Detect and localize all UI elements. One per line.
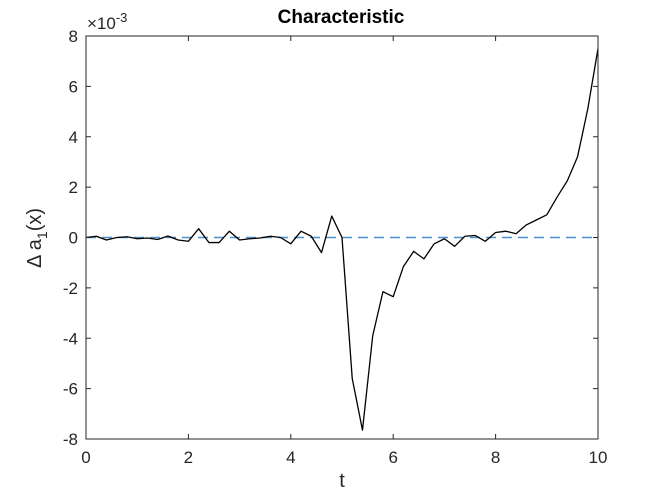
y-tick-label: 0 (69, 229, 78, 248)
y-axis-title-suffix: (x) (24, 208, 46, 231)
y-tick-label: 4 (69, 128, 78, 147)
y-tick-label: 6 (69, 77, 78, 96)
x-tick-label: 10 (589, 448, 608, 467)
x-tick-label: 8 (491, 448, 500, 467)
chart-title: Characteristic (278, 7, 405, 28)
axes-box (85, 35, 599, 440)
y-tick-label: -8 (63, 430, 78, 449)
x-tick-label: 2 (184, 448, 193, 467)
y-exponent-label: ×10-3 (87, 10, 127, 33)
y-tick-label: 2 (69, 178, 78, 197)
y-exponent-base: ×10 (87, 14, 116, 33)
y-axis: -8 -6 -4 -2 0 2 4 6 8 (63, 27, 598, 449)
y-tick-label: 8 (69, 27, 78, 46)
y-axis-title-sub: 1 (34, 231, 50, 239)
y-exponent-power: -3 (116, 10, 128, 25)
y-axis-title-prefix: Δ a (24, 238, 46, 268)
y-tick-label: -4 (63, 329, 78, 348)
x-tick-label: 6 (388, 448, 397, 467)
x-axis-title: t (339, 470, 345, 492)
y-tick-label: -6 (63, 380, 78, 399)
y-axis-title: Δ a1(x) (24, 208, 50, 268)
x-tick-label: 0 (81, 448, 90, 467)
svg-text:×10-3: ×10-3 (87, 10, 127, 33)
y-tick-label: -2 (63, 279, 78, 298)
x-tick-label: 4 (286, 448, 295, 467)
series-line (85, 48, 599, 431)
